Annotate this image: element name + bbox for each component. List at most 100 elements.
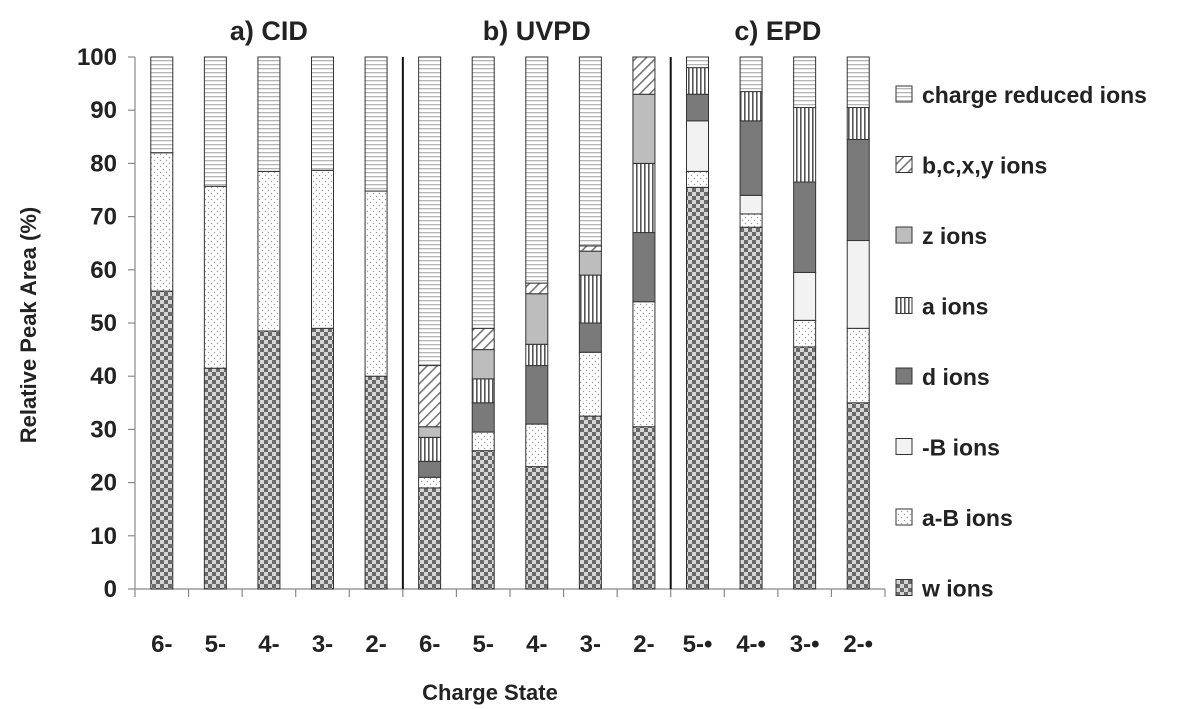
legend-swatch	[895, 85, 913, 103]
bar-segment	[793, 56, 817, 109]
bar-segment	[739, 120, 763, 196]
bar-segment	[578, 274, 602, 324]
bar-segment	[686, 56, 709, 69]
bar-segment	[311, 169, 334, 329]
legend-label: charge reduced ions	[922, 82, 1147, 108]
bar-segment	[686, 186, 709, 590]
legend-swatch	[895, 438, 913, 455]
bar-segment	[471, 56, 495, 329]
bar-segment	[203, 56, 227, 187]
bar-segment	[257, 170, 281, 332]
bar-segment	[686, 170, 709, 188]
y-axis-title: Relative Peak Area (%)	[16, 207, 41, 443]
legend-label: d ions	[922, 364, 990, 390]
bar-segment	[739, 194, 763, 215]
bar-segment	[578, 245, 602, 252]
bar-segment	[364, 375, 388, 590]
bar-segment	[525, 293, 549, 345]
bar-segment	[793, 319, 817, 348]
bar-segment	[578, 415, 602, 590]
bar-segment	[525, 365, 549, 425]
bar-segment	[846, 107, 870, 140]
bar-segment	[846, 56, 870, 109]
bar-segment	[364, 190, 388, 377]
x-tick-label: 3-	[312, 631, 333, 658]
bar-segment	[739, 91, 763, 122]
bar-segment	[203, 185, 227, 369]
bar-segment	[150, 56, 174, 154]
bar-segment	[418, 460, 442, 478]
bar-segment	[686, 93, 709, 122]
x-tick-label: 5-	[473, 631, 494, 658]
bar-segment	[418, 476, 442, 489]
bar-segment	[471, 402, 495, 433]
y-tick-label: 80	[90, 150, 117, 177]
y-tick-label: 100	[77, 44, 117, 71]
bar-segment	[203, 367, 227, 590]
legend-swatch	[895, 579, 913, 596]
bar-segment	[525, 423, 549, 468]
x-tick-label: 2-•	[843, 631, 873, 658]
bar-segment	[578, 351, 602, 417]
bar-segment	[150, 152, 174, 292]
y-tick-label: 30	[90, 416, 117, 443]
bar-segment	[793, 271, 817, 321]
legend-swatch	[895, 156, 913, 173]
bar-segment	[686, 67, 709, 95]
bar-segment	[632, 162, 656, 234]
x-tick-label: 6-	[419, 631, 440, 658]
bar-segment	[525, 343, 549, 367]
x-axis-title: Charge State	[422, 680, 558, 705]
bar-segment	[793, 346, 817, 590]
x-tick-label: 2-	[633, 631, 654, 658]
bar-segment	[471, 450, 495, 590]
y-tick-label: 50	[90, 310, 117, 337]
legend-label: w ions	[921, 576, 994, 602]
panel-title: a) CID	[230, 16, 308, 46]
x-tick-label: 4-	[258, 631, 279, 658]
bar-segment	[632, 56, 656, 95]
bar-segment	[418, 365, 442, 428]
legend-swatch	[895, 367, 913, 385]
bar-segment	[471, 349, 495, 380]
bar-segment	[471, 431, 495, 452]
bar-segment	[418, 56, 442, 367]
bar-segment	[846, 327, 870, 404]
legend-swatch	[895, 226, 913, 244]
y-tick-label: 20	[90, 470, 117, 497]
x-tick-label: 3-	[580, 631, 601, 658]
legend-swatch	[895, 508, 913, 526]
bar-segment	[793, 107, 817, 183]
y-tick-label: 40	[90, 363, 117, 390]
x-tick-label: 3-•	[790, 631, 820, 658]
x-tick-label: 4-•	[736, 631, 766, 658]
bar-segment	[739, 226, 763, 590]
legend-swatch	[895, 297, 913, 314]
legend-label: -B ions	[922, 435, 1000, 461]
y-tick-label: 60	[90, 257, 117, 284]
panel-title: c) EPD	[734, 16, 821, 46]
bar-segment	[846, 138, 870, 242]
legend-label: a ions	[922, 294, 988, 320]
bar-segment	[471, 378, 495, 404]
bar-segment	[525, 282, 549, 295]
bar-segment	[846, 402, 870, 590]
bar-segment	[632, 93, 656, 164]
y-tick-label: 70	[90, 204, 117, 231]
bar-segment	[578, 322, 602, 353]
x-tick-label: 6-	[151, 631, 172, 658]
bar-segment	[846, 240, 870, 329]
bar-segment	[632, 232, 656, 303]
bar-segment	[311, 327, 334, 590]
bars	[150, 56, 870, 590]
x-tick-label: 2-	[365, 631, 386, 658]
labels: 0 10 20 30 40 50 60 70 80 90 100 6- 5- 4- 3- 2- 6- 5- 4- 3-…	[16, 16, 873, 705]
axes	[128, 56, 886, 597]
bar-segment	[471, 327, 495, 351]
legend-label: a-B ions	[922, 505, 1013, 531]
bar-segment	[793, 181, 817, 273]
legend-label: b,c,x,y ions	[922, 153, 1047, 179]
bar-segment	[525, 466, 549, 590]
legend-label: z ions	[922, 223, 987, 249]
